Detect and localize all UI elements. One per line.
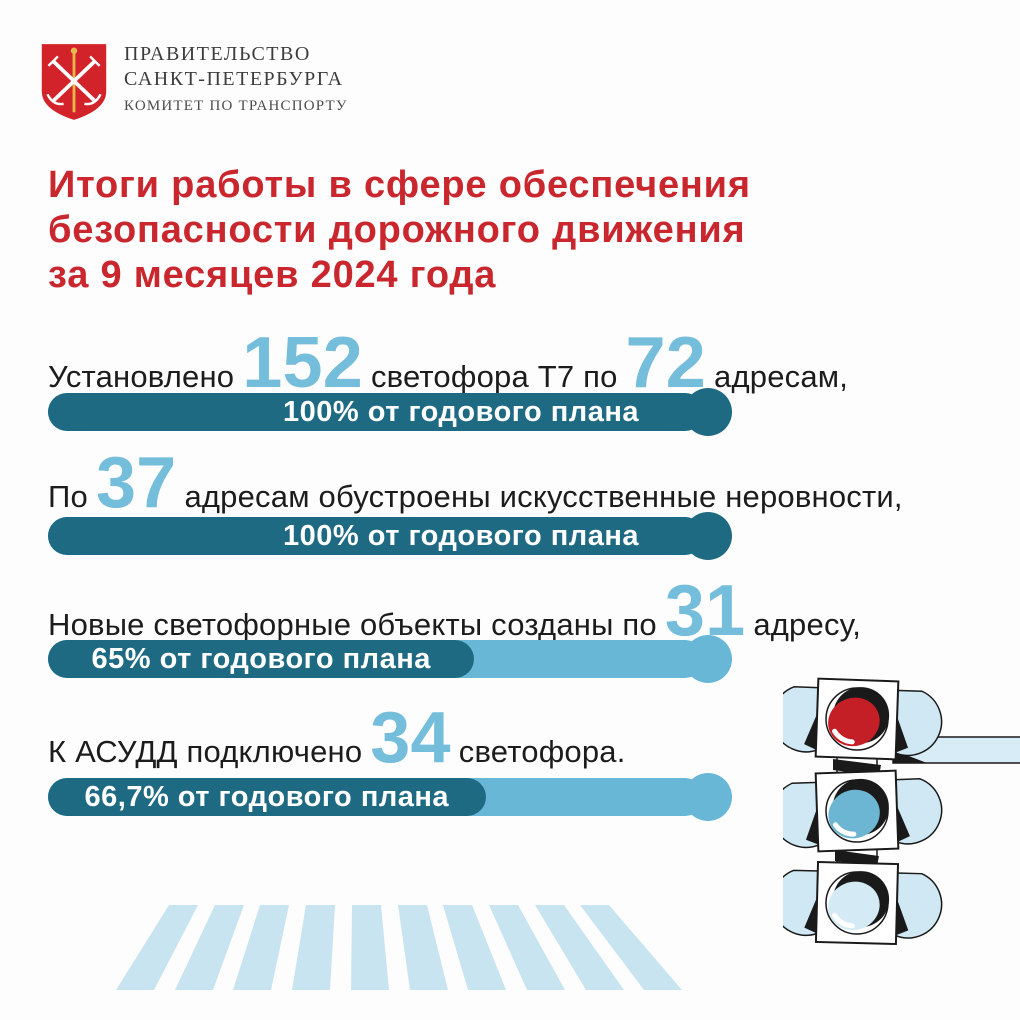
stat-2-progress-bar: 100% от годового плана (48, 512, 732, 560)
stat-2-suffix: адресам обустроены искусственные неровно… (184, 479, 903, 514)
stat-3-prefix: Новые светофорные объекты созданы по (48, 607, 657, 642)
traffic-light-icon (783, 677, 1020, 946)
org-name-line1: ПРАВИТЕЛЬСТВО (124, 43, 311, 65)
stat-3-progress-bar: 65% от годового плана (48, 635, 732, 683)
stat-1-middle: светофора Т7 по (370, 359, 618, 394)
stat-1-bar-label: 100% от годового плана (283, 396, 639, 428)
page-title: Итоги работы в сфере обеспечения безопас… (48, 163, 751, 298)
stat-2-bar-fill: 100% от годового плана (48, 517, 704, 555)
stat-1-number2: 72 (625, 323, 707, 403)
title-line2: безопасности дорожного движения (48, 209, 746, 251)
stat-4-bar-cap (684, 773, 732, 821)
traffic-light-red-module (783, 677, 943, 761)
header-org-text: ПРАВИТЕЛЬСТВО САНКТ-ПЕТЕРБУРГА КОМИТЕТ П… (124, 40, 348, 115)
stat-1-bar-fill: 100% от годового плана (48, 393, 704, 431)
stat-1-suffix: адресам, (714, 359, 849, 394)
stat-3-bar-label: 65% от годового плана (91, 643, 431, 675)
stat-1-number: 152 (242, 323, 363, 403)
stat-4-text: К АСУДД подключено 34 светофора. (48, 702, 626, 774)
org-name-line2: САНКТ-ПЕТЕРБУРГА (124, 68, 344, 90)
stat-4-bar-fill: 66,7% от годового плана (48, 778, 486, 816)
stat-2-prefix: По (48, 479, 88, 514)
header-brand: ПРАВИТЕЛЬСТВО САНКТ-ПЕТЕРБУРГА КОМИТЕТ П… (38, 40, 348, 124)
traffic-light-pale-module (783, 860, 943, 946)
stat-2-bar-label: 100% от годового плана (283, 520, 639, 552)
title-line3: за 9 месяцев 2024 года (48, 254, 497, 296)
traffic-light-blue-module (783, 769, 943, 853)
stat-2-number: 37 (95, 443, 177, 523)
org-committee: КОМИТЕТ ПО ТРАНСПОРТУ (124, 98, 348, 114)
stat-3-text: Новые светофорные объекты созданы по 31 … (48, 575, 861, 647)
title-line1: Итоги работы в сфере обеспечения (48, 164, 751, 206)
stat-4-progress-bar: 66,7% от годового плана (48, 773, 732, 821)
spb-coat-of-arms-icon (41, 44, 107, 120)
stat-4-number: 34 (370, 698, 451, 778)
stat-4-prefix: К АСУДД подключено (48, 734, 363, 769)
zebra-crosswalk-icon (116, 905, 682, 990)
stat-3-bar-cap (684, 635, 732, 683)
stat-2-text: По 37 адресам обустроены искусственные н… (48, 447, 903, 519)
stat-1-text: Установлено 152 светофора Т7 по 72 адрес… (48, 327, 848, 399)
stat-3-suffix: адресу, (753, 607, 862, 642)
stat-4-suffix: светофора. (458, 734, 626, 769)
stat-1-progress-bar: 100% от годового плана (48, 388, 732, 436)
stat-3-bar-fill: 65% от годового плана (48, 640, 475, 678)
stat-1-prefix: Установлено (48, 359, 235, 394)
stat-4-bar-label: 66,7% от годового плана (84, 781, 450, 813)
